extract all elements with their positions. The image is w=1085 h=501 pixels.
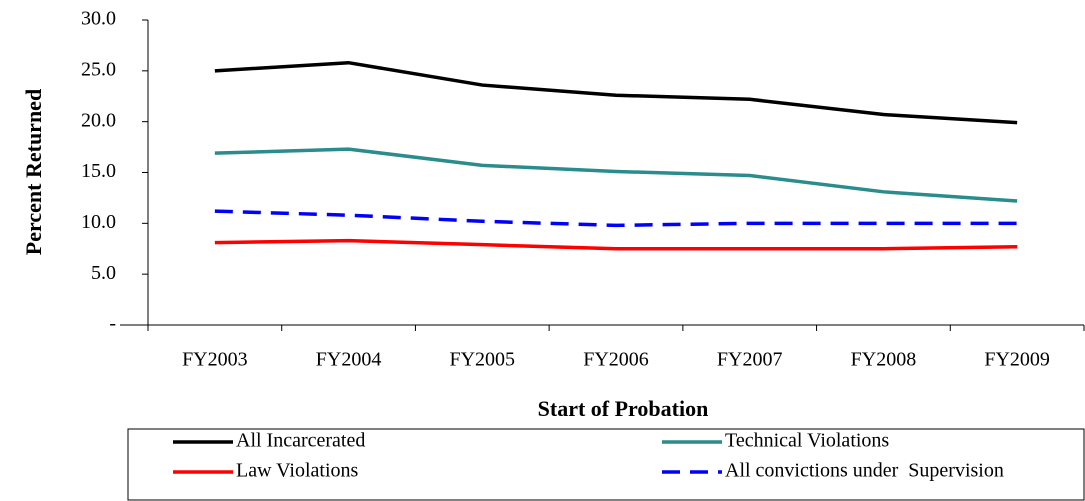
y-tick-label: 10.0 [81,211,116,233]
series-line [214,238,1018,251]
y-axis-title: Percent Returned [21,89,46,255]
y-tick-label: 20.0 [81,109,116,131]
legend-label: Technical Violations [725,430,889,452]
series-line [214,147,1018,203]
x-axis-title: Start of Probation [538,396,709,421]
x-tick-label: FY2007 [717,349,783,371]
x-tick-label: FY2004 [316,349,382,371]
x-tick-label: FY2005 [449,349,515,371]
y-tick-label: 25.0 [81,58,116,80]
y-tick-label: 5.0 [91,262,116,284]
y-tick-label: 30.0 [81,8,116,30]
x-tick-label: FY2009 [984,349,1050,371]
x-tick-label: FY2008 [851,349,917,371]
series-line [214,60,1018,125]
y-tick-label: - [109,313,116,335]
legend-label: All Incarcerated [236,430,365,452]
series-line [214,209,1018,228]
y-tick-label: 15.0 [81,160,116,182]
x-tick-label: FY2003 [182,349,248,371]
legend-box [127,428,1085,501]
legend-label: All convictions under Supervision [725,460,1004,482]
x-tick-label: FY2006 [583,349,649,371]
legend-label: Law Violations [236,460,359,482]
